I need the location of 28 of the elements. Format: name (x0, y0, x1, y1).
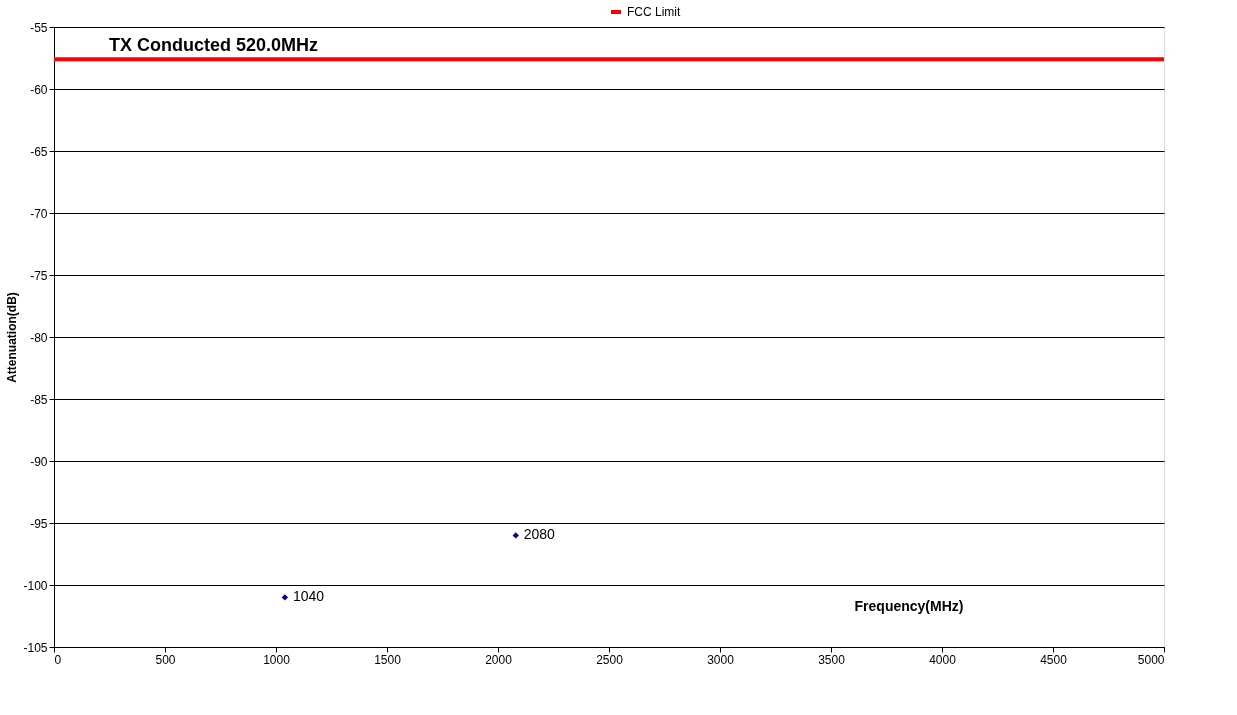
y-tick-label: -100 (23, 578, 48, 593)
y-tick-label: -70 (30, 206, 48, 221)
y-tick-label: -105 (23, 640, 48, 655)
x-tick-label: 3000 (707, 652, 735, 667)
legend-label: FCC Limit (627, 5, 681, 19)
y-tick-label: -65 (30, 144, 48, 159)
x-tick-label: 500 (155, 652, 176, 667)
x-tick-label: 1500 (374, 652, 402, 667)
x-tick-label: 4000 (929, 652, 957, 667)
y-tick-label: -55 (30, 20, 48, 35)
x-tick-label: 2500 (596, 652, 624, 667)
chart-title: TX Conducted 520.0MHz (109, 35, 319, 55)
x-tick-label: 1000 (263, 652, 291, 667)
x-tick-label: 5000 (1137, 652, 1165, 667)
y-tick-label: -80 (30, 330, 48, 345)
x-tick-label: 4500 (1040, 652, 1068, 667)
y-axis-title: Attenuation(dB) (5, 292, 20, 383)
y-tick-label: -95 (30, 516, 48, 531)
y-tick-label: -60 (30, 82, 48, 97)
y-tick-label: -85 (30, 392, 48, 407)
y-tick-label: -90 (30, 454, 48, 469)
x-tick-label: 2000 (485, 652, 513, 667)
annotation: 2080 (523, 526, 556, 543)
y-tick-label: -75 (30, 268, 48, 283)
x-tick-label: 0 (54, 652, 62, 667)
x-axis-title: Frequency(MHz) (854, 598, 964, 614)
annotation: 1040 (292, 588, 325, 605)
x-tick-label: 3500 (818, 652, 846, 667)
